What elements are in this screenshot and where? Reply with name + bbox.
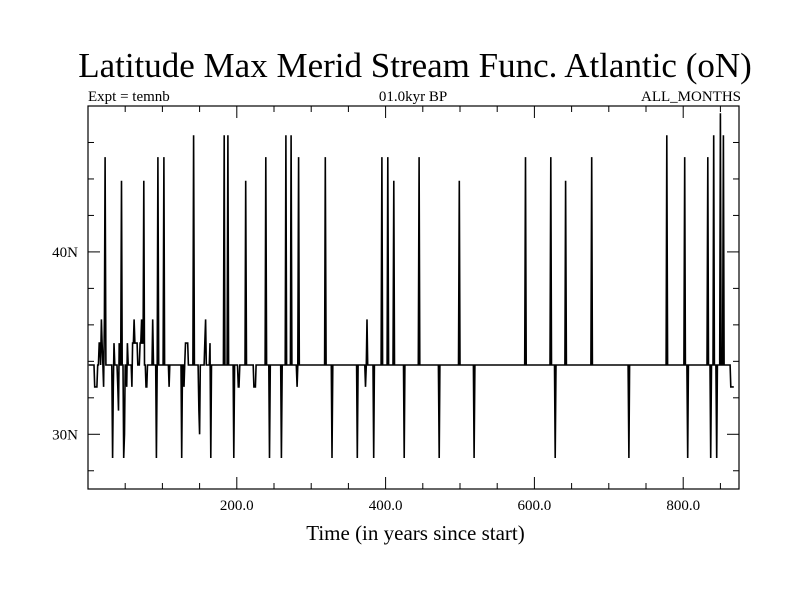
x-tick-label: 600.0 [518, 498, 552, 514]
y-tick-label: 30N [52, 427, 78, 443]
x-tick-label: 800.0 [666, 498, 700, 514]
period-label: 01.0kyr BP [378, 89, 448, 105]
axis-ticks [88, 105, 739, 489]
series-line [88, 113, 734, 459]
x-tick-label: 200.0 [220, 498, 254, 514]
experiment-label: Expt = temnb [88, 89, 170, 105]
tick-labels: 200.0 400.0 600.0 800.0 30N 40N [52, 245, 700, 514]
y-tick-label: 40N [52, 245, 78, 261]
x-axis-title: Time (in years since start) [306, 521, 525, 545]
chart-title: Latitude Max Merid Stream Func. Atlantic… [78, 46, 752, 85]
x-tick-label: 400.0 [369, 498, 403, 514]
months-label: ALL_MONTHS [641, 89, 741, 105]
plot-frame [87, 105, 740, 490]
